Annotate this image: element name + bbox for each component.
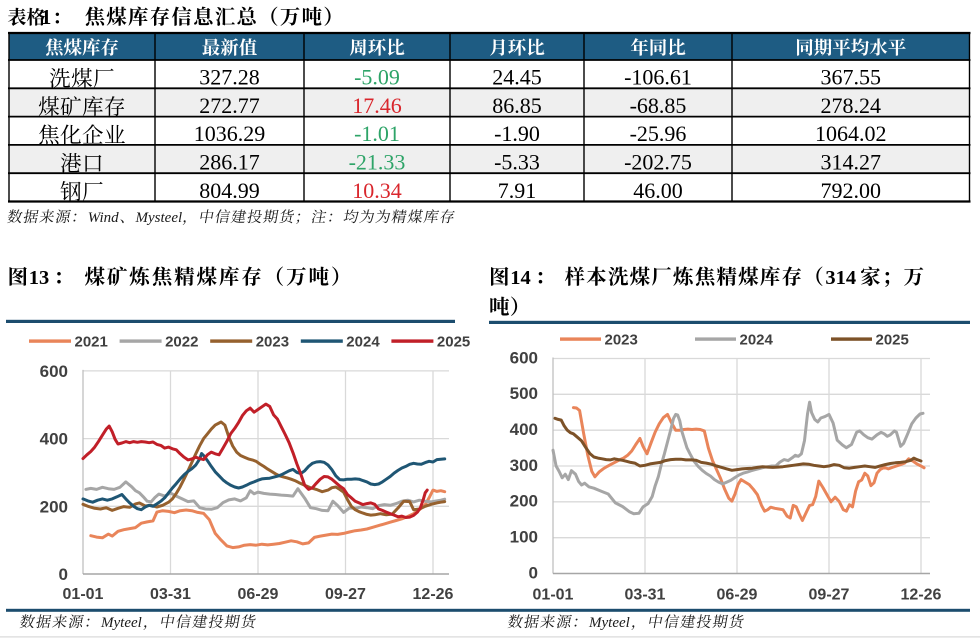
svg-text:500: 500 (510, 384, 538, 403)
svg-text:2023: 2023 (605, 332, 638, 349)
svg-text:804.99: 804.99 (199, 178, 260, 203)
svg-text:200: 200 (40, 497, 68, 516)
svg-text:Mysteel: Mysteel (135, 210, 183, 226)
svg-text:327.28: 327.28 (199, 65, 260, 90)
svg-text:272.77: 272.77 (199, 93, 260, 118)
svg-text:600: 600 (510, 348, 538, 367)
svg-text:17.46: 17.46 (352, 93, 402, 118)
svg-text:2023: 2023 (256, 334, 289, 351)
svg-text:-68.85: -68.85 (630, 93, 687, 118)
svg-text:7.91: 7.91 (498, 178, 537, 203)
svg-text:-1.01: -1.01 (354, 121, 400, 146)
svg-text:367.55: 367.55 (821, 65, 882, 90)
svg-text:01-01: 01-01 (533, 587, 574, 604)
svg-text:400: 400 (510, 420, 538, 439)
svg-text:-202.75: -202.75 (624, 150, 692, 175)
svg-text:Myteel: Myteel (100, 615, 142, 631)
svg-text:400: 400 (40, 430, 68, 449)
svg-text:46.00: 46.00 (633, 178, 683, 203)
svg-text:13: 13 (29, 267, 50, 289)
svg-text:-5.09: -5.09 (354, 65, 400, 90)
svg-text:2024: 2024 (740, 332, 774, 349)
svg-text:12-26: 12-26 (901, 587, 942, 604)
svg-text:1064.02: 1064.02 (815, 121, 887, 146)
svg-text:09-27: 09-27 (325, 586, 366, 603)
svg-text:792.00: 792.00 (821, 178, 882, 203)
svg-text:0: 0 (59, 565, 68, 584)
svg-text:03-31: 03-31 (150, 586, 191, 603)
svg-text:10.34: 10.34 (352, 178, 402, 203)
svg-text:200: 200 (510, 492, 538, 511)
svg-text:Myteel: Myteel (588, 615, 630, 631)
svg-text:100: 100 (510, 528, 538, 547)
svg-text:06-29: 06-29 (238, 586, 279, 603)
svg-text:-106.61: -106.61 (624, 65, 692, 90)
svg-text:300: 300 (510, 456, 538, 475)
svg-text:2024: 2024 (346, 334, 380, 351)
svg-text:-1.90: -1.90 (494, 121, 540, 146)
svg-text:1036.29: 1036.29 (194, 121, 266, 146)
svg-text:01-01: 01-01 (63, 586, 104, 603)
svg-text:2025: 2025 (437, 334, 470, 351)
svg-text:86.85: 86.85 (492, 93, 542, 118)
svg-text:1: 1 (41, 5, 52, 29)
svg-text:-5.33: -5.33 (494, 150, 540, 175)
svg-text:12-26: 12-26 (413, 586, 454, 603)
svg-text:24.45: 24.45 (492, 65, 542, 90)
svg-text:2021: 2021 (75, 334, 108, 351)
svg-text:14: 14 (510, 267, 531, 289)
svg-text:06-29: 06-29 (717, 587, 758, 604)
svg-text:2025: 2025 (876, 332, 909, 349)
svg-text:286.17: 286.17 (199, 150, 260, 175)
svg-text:278.24: 278.24 (821, 93, 882, 118)
svg-text:-25.96: -25.96 (630, 121, 687, 146)
svg-text:0: 0 (529, 563, 538, 582)
svg-text:03-31: 03-31 (625, 587, 666, 604)
svg-text:2022: 2022 (165, 334, 198, 351)
svg-text:Wind: Wind (88, 210, 119, 226)
svg-text:600: 600 (40, 362, 68, 381)
svg-text:314: 314 (825, 267, 856, 289)
svg-text:-21.33: -21.33 (349, 150, 406, 175)
svg-text:314.27: 314.27 (821, 150, 882, 175)
svg-text:09-27: 09-27 (809, 587, 850, 604)
